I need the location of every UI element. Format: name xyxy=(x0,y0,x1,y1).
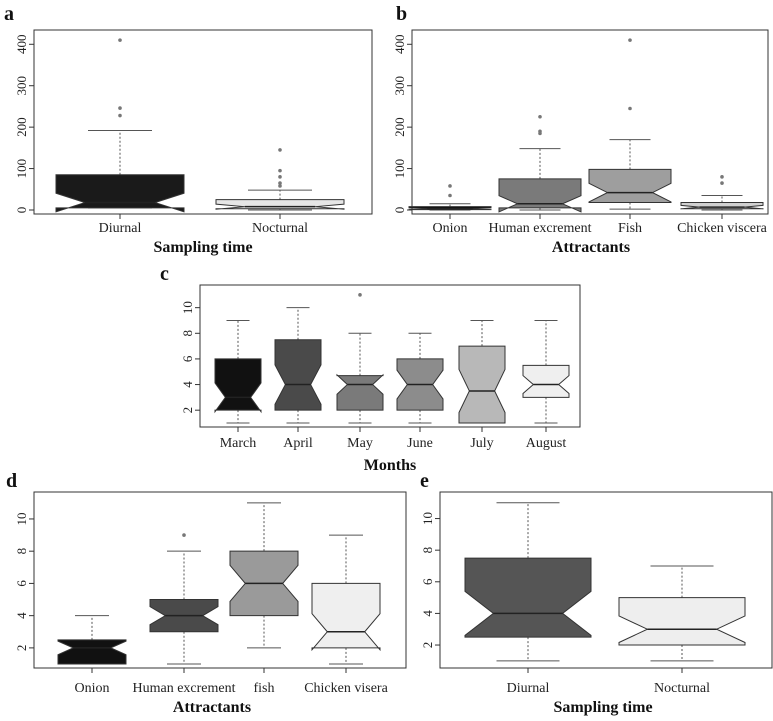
box-march xyxy=(214,358,262,414)
outlier-point xyxy=(278,184,282,188)
box-july xyxy=(458,345,506,424)
box-april xyxy=(274,339,322,411)
y-tick-label: 6 xyxy=(180,355,195,362)
category-label: June xyxy=(407,436,433,451)
x-axis-title: Attractants xyxy=(552,239,630,256)
y-tick-label: 200 xyxy=(392,117,407,136)
plot-frame xyxy=(439,491,773,669)
outlier-point xyxy=(448,184,452,188)
y-tick-label: 6 xyxy=(14,580,29,587)
panel-letter: c xyxy=(160,263,169,285)
y-tick-label: 0 xyxy=(392,207,407,214)
box-fish xyxy=(588,168,672,204)
box-chicken-visera xyxy=(311,582,381,652)
y-tick-label: 6 xyxy=(420,578,435,585)
x-axis-title: Sampling time xyxy=(553,699,652,716)
category-label: Nocturnal xyxy=(654,681,710,696)
y-tick-label: 2 xyxy=(14,645,29,652)
category-label: Chicken viscera xyxy=(677,221,768,236)
category-label: April xyxy=(283,436,313,451)
category-label: Onion xyxy=(75,681,110,696)
panel-b: b 0 100 200 300 400 Onion Human excrement Fish Ch… xyxy=(392,3,769,256)
outlier-point xyxy=(628,38,632,42)
x-axis-title: Months xyxy=(364,457,416,474)
y-tick-label: 400 xyxy=(392,35,407,55)
outlier-point xyxy=(448,193,452,198)
x-axis-title: Sampling time xyxy=(153,239,252,256)
panel-c: c 2 4 6 8 10 March April May June July August Months xyxy=(160,263,581,474)
category-label: March xyxy=(220,436,257,451)
y-tick-label: 10 xyxy=(180,301,195,314)
y-tick-label: 8 xyxy=(420,547,435,554)
category-label: Human excrement xyxy=(132,681,235,696)
outlier-point xyxy=(720,175,724,179)
y-tick-label: 10 xyxy=(14,512,29,525)
y-tick-label: 4 xyxy=(420,610,435,617)
box-onion xyxy=(57,639,127,665)
box-diurnal xyxy=(55,174,185,213)
panel-letter: d xyxy=(6,470,17,492)
y-tick-label: 0 xyxy=(14,207,29,214)
y-tick-label: 400 xyxy=(14,35,29,55)
category-label: May xyxy=(347,436,373,451)
y-tick-label: 300 xyxy=(14,76,29,96)
outlier-point xyxy=(628,106,632,111)
plot-frame xyxy=(33,491,407,669)
category-label: Human excrement xyxy=(488,221,591,236)
outlier-point xyxy=(278,175,282,179)
y-tick-label: 8 xyxy=(180,330,195,337)
x-axis-title: Attractants xyxy=(173,699,251,716)
panel-letter: e xyxy=(420,470,429,492)
outlier-point xyxy=(278,148,282,152)
outlier-point xyxy=(118,106,122,110)
box-nocturnal xyxy=(618,597,746,646)
y-tick-label: 2 xyxy=(180,407,195,414)
outlier-point xyxy=(278,168,282,173)
category-label: Chicken visera xyxy=(304,681,388,696)
box-chicken-viscera xyxy=(680,202,764,210)
outlier-point xyxy=(538,114,542,119)
outlier-point xyxy=(538,129,542,134)
panel-d: d 2 4 6 8 10 Onion Human excrement fish Chicken v… xyxy=(6,470,407,716)
box-may xyxy=(336,373,384,411)
plot-frame xyxy=(199,284,581,428)
y-tick-label: 4 xyxy=(180,381,195,388)
y-tick-label: 100 xyxy=(14,159,29,179)
category-label: Fish xyxy=(618,221,642,236)
outlier-point xyxy=(182,533,186,537)
category-label: Nocturnal xyxy=(252,221,308,236)
y-tick-label: 2 xyxy=(420,642,435,649)
plot-frame xyxy=(411,29,769,215)
category-label: Onion xyxy=(433,221,468,236)
category-label: August xyxy=(526,436,567,451)
plot-frame xyxy=(33,29,373,215)
y-tick-label: 100 xyxy=(392,159,407,179)
y-tick-label: 4 xyxy=(14,612,29,619)
y-tick-label: 300 xyxy=(392,76,407,96)
category-label: Diurnal xyxy=(507,681,550,696)
category-label: Diurnal xyxy=(99,221,142,236)
outlier-point xyxy=(118,38,122,42)
y-tick-label: 8 xyxy=(14,548,29,555)
outlier-point xyxy=(720,181,724,185)
box-nocturnal xyxy=(215,199,345,210)
box-august xyxy=(522,364,570,398)
y-tick-label: 10 xyxy=(420,512,435,525)
outlier-point xyxy=(358,293,362,297)
box-diurnal xyxy=(464,557,592,638)
y-tick-label: 200 xyxy=(14,117,29,136)
category-label: fish xyxy=(254,681,275,696)
box-human-excrement xyxy=(498,178,582,213)
outlier-point xyxy=(278,181,282,185)
outlier-point xyxy=(118,113,122,118)
category-label: July xyxy=(470,436,493,451)
panel-letter: b xyxy=(396,3,407,25)
panel-letter: a xyxy=(4,3,14,25)
